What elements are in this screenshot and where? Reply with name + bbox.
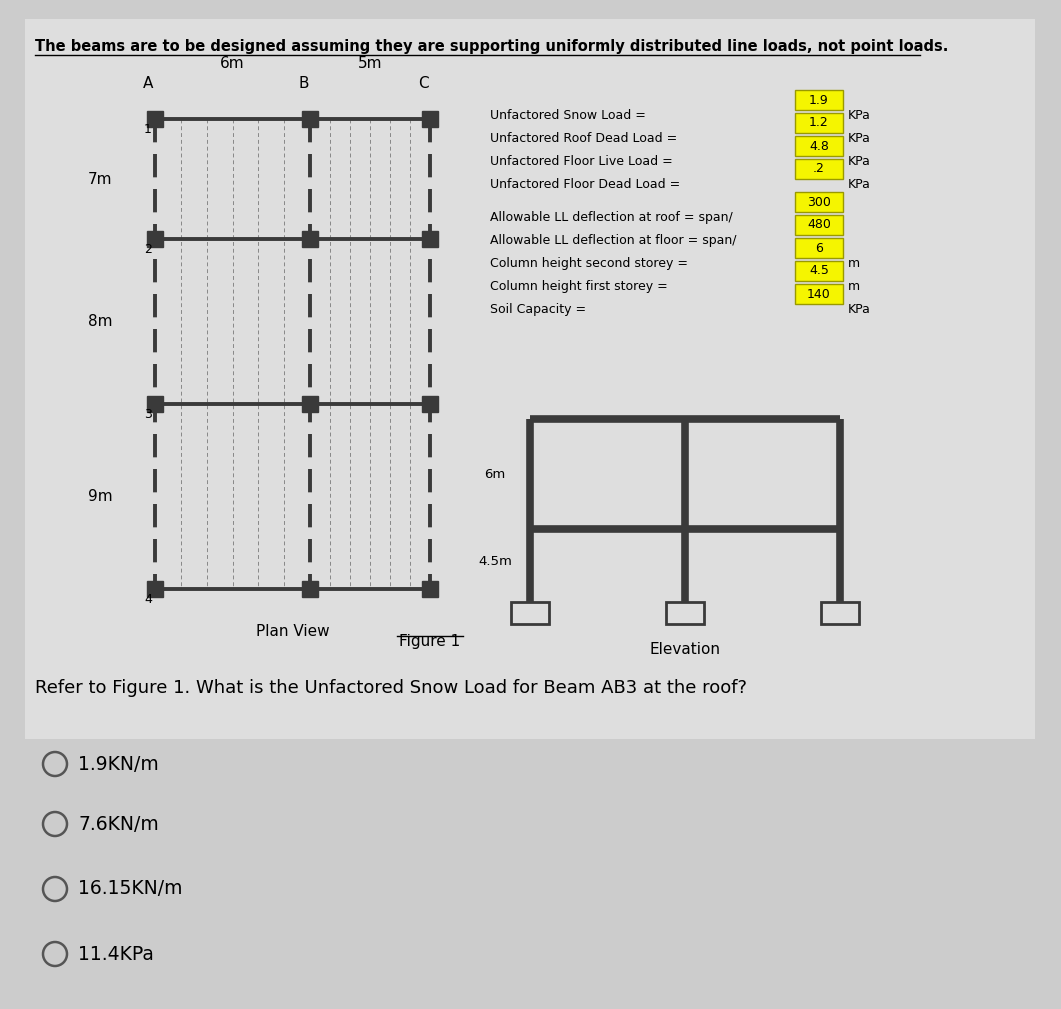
Bar: [666, 602, 705, 624]
Text: B: B: [298, 76, 309, 91]
Text: 4.5: 4.5: [810, 264, 829, 277]
Bar: [795, 90, 843, 110]
Text: 11.4KPa: 11.4KPa: [79, 944, 154, 964]
Bar: [795, 215, 843, 235]
Text: 1.2: 1.2: [810, 116, 829, 129]
Text: Plan View: Plan View: [256, 624, 329, 639]
Bar: [795, 136, 843, 156]
Text: 140: 140: [807, 288, 831, 301]
Text: KPa: KPa: [848, 109, 871, 122]
Bar: [422, 396, 438, 412]
Bar: [795, 284, 843, 304]
Text: Unfactored Floor Dead Load =: Unfactored Floor Dead Load =: [490, 178, 680, 191]
Text: Elevation: Elevation: [649, 642, 720, 657]
Text: KPa: KPa: [848, 132, 871, 145]
Text: KPa: KPa: [848, 155, 871, 169]
Text: Column height second storey =: Column height second storey =: [490, 257, 688, 270]
Text: .2: .2: [813, 162, 825, 176]
Bar: [302, 231, 318, 247]
Bar: [147, 396, 163, 412]
Bar: [147, 231, 163, 247]
Text: Unfactored Snow Load =: Unfactored Snow Load =: [490, 109, 646, 122]
Text: Refer to Figure 1. What is the Unfactored Snow Load for Beam AB3 at the roof?: Refer to Figure 1. What is the Unfactore…: [35, 679, 747, 697]
Bar: [795, 261, 843, 281]
Text: Allowable LL deflection at floor = span/: Allowable LL deflection at floor = span/: [490, 234, 736, 247]
Text: Column height first storey =: Column height first storey =: [490, 281, 667, 293]
Text: A: A: [143, 76, 154, 91]
Text: KPa: KPa: [848, 303, 871, 316]
Text: C: C: [418, 76, 429, 91]
FancyBboxPatch shape: [25, 19, 1034, 739]
Text: 7m: 7m: [88, 172, 112, 187]
Text: Allowable LL deflection at roof = span/: Allowable LL deflection at roof = span/: [490, 211, 733, 224]
Text: 16.15KN/m: 16.15KN/m: [79, 880, 182, 898]
Bar: [302, 396, 318, 412]
Text: 300: 300: [807, 196, 831, 209]
Bar: [147, 581, 163, 597]
Text: 8m: 8m: [88, 314, 112, 329]
Bar: [795, 159, 843, 179]
Bar: [422, 231, 438, 247]
Text: m: m: [848, 281, 860, 293]
Text: 6m: 6m: [485, 467, 506, 480]
Text: Unfactored Floor Live Load =: Unfactored Floor Live Load =: [490, 155, 673, 169]
Bar: [821, 602, 859, 624]
Bar: [302, 111, 318, 127]
Text: 4.8: 4.8: [810, 139, 829, 152]
Text: 1.9: 1.9: [810, 94, 829, 107]
Text: 5m: 5m: [358, 57, 382, 72]
Text: 480: 480: [807, 219, 831, 231]
Text: 1.9KN/m: 1.9KN/m: [79, 755, 159, 774]
Text: 1: 1: [144, 123, 152, 136]
Bar: [795, 192, 843, 212]
Bar: [795, 113, 843, 133]
Bar: [147, 111, 163, 127]
Bar: [795, 238, 843, 258]
Text: Figure 1: Figure 1: [399, 634, 460, 649]
Text: Soil Capacity =: Soil Capacity =: [490, 303, 586, 316]
Text: 6: 6: [815, 241, 823, 254]
Bar: [511, 602, 549, 624]
Text: 2: 2: [144, 243, 152, 256]
Text: 9m: 9m: [88, 489, 112, 504]
Text: m: m: [848, 257, 860, 270]
Text: 7.6KN/m: 7.6KN/m: [79, 814, 159, 833]
Text: Unfactored Roof Dead Load =: Unfactored Roof Dead Load =: [490, 132, 677, 145]
Text: KPa: KPa: [848, 178, 871, 191]
Text: 6m: 6m: [221, 57, 245, 72]
Bar: [302, 581, 318, 597]
Bar: [422, 581, 438, 597]
Text: The beams are to be designed assuming they are supporting uniformly distributed : The beams are to be designed assuming th…: [35, 39, 949, 54]
Bar: [422, 111, 438, 127]
Text: 4: 4: [144, 593, 152, 606]
Text: 4.5m: 4.5m: [479, 555, 512, 568]
Text: 3: 3: [144, 408, 152, 421]
